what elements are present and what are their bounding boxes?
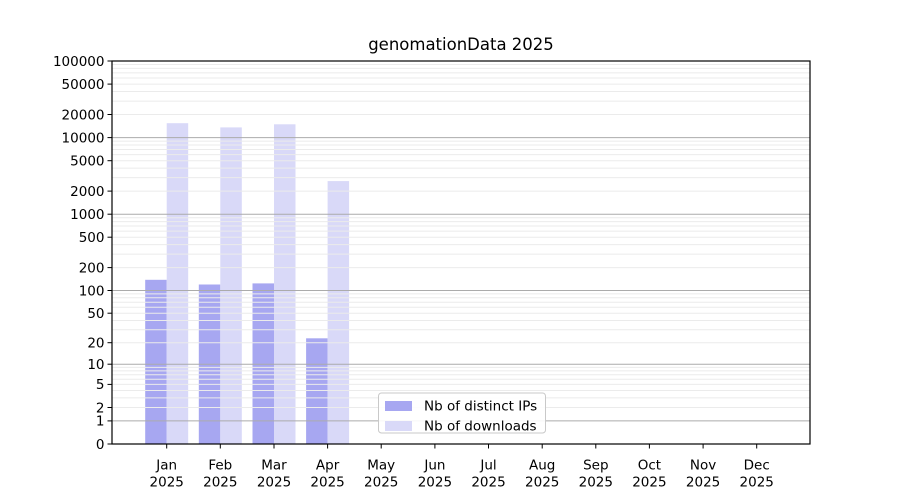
legend-box	[378, 392, 546, 434]
x-tick-label-year: 2025	[579, 475, 613, 491]
x-tick-label-month: Jul	[479, 458, 496, 474]
legend-label-downloads: Nb of downloads	[424, 419, 537, 435]
y-tick-label: 50	[87, 306, 104, 322]
legend-swatch-distinct-ips-icon	[385, 401, 412, 411]
x-tick-label-month: Mar	[261, 458, 287, 474]
y-tick-label: 1000	[70, 207, 104, 223]
x-tick-label-month: Feb	[208, 458, 232, 474]
x-tick-label-year: 2025	[310, 475, 344, 491]
axes-layer: 0 12 5 10 20 50 100 200 500 1000 2000 5000 10000 2000…	[53, 54, 774, 491]
x-tick-label-year: 2025	[203, 475, 237, 491]
legend-label-distinct-ips: Nb of distinct IPs	[424, 399, 537, 415]
x-tick-label-year: 2025	[418, 475, 452, 491]
bar-downloads-jan	[166, 123, 189, 444]
x-tick-label-year: 2025	[364, 475, 398, 491]
bar-distinct-ips-jan	[145, 279, 167, 444]
plot-frame	[111, 60, 811, 445]
y-tick-label: 2	[96, 400, 105, 416]
x-tick-label-year: 2025	[632, 475, 666, 491]
bar-downloads-mar	[274, 124, 296, 445]
y-tick-label: 100000	[53, 54, 105, 70]
y-tick-label: 0	[96, 437, 105, 453]
y-tick-label: 20	[87, 336, 104, 352]
x-tick-label-month: May	[367, 458, 395, 474]
x-tick-label-month: Dec	[744, 458, 770, 474]
x-tick-label-month: Oct	[638, 458, 661, 474]
y-tick-label: 5	[96, 377, 105, 393]
legend-swatch-downloads-icon	[385, 421, 412, 431]
y-tick-label: 500	[79, 230, 105, 246]
x-tick-label-month: Jan	[155, 458, 177, 474]
x-tick-label-year: 2025	[471, 475, 505, 491]
bar-downloads-feb	[220, 127, 242, 445]
y-tick-label: 20000	[62, 107, 105, 123]
x-tick-label-month: Jun	[423, 458, 445, 474]
y-tick-label: 10	[87, 357, 104, 373]
x-tick-label-month: Aug	[529, 458, 555, 474]
bar-distinct-ips-apr	[306, 338, 328, 444]
y-tick-label: 5000	[70, 154, 104, 170]
bars-layer	[145, 123, 350, 445]
legend: Nb of distinct IPs Nb of downloads	[378, 392, 546, 435]
x-tick-label-month: Apr	[316, 458, 340, 474]
x-tick-label-year: 2025	[740, 475, 774, 491]
bar-downloads-apr	[327, 181, 350, 444]
y-tick-label: 50000	[62, 77, 105, 93]
y-tick-label: 100	[79, 283, 105, 299]
chart-title: genomationData 2025	[368, 35, 554, 54]
x-tick-label-month: Sep	[583, 458, 608, 474]
y-tick-label: 200	[79, 260, 105, 276]
grid-layer	[112, 60, 810, 422]
x-tick-label-month: Nov	[690, 458, 716, 474]
y-tick-label: 2000	[70, 184, 104, 200]
x-tick-label-year: 2025	[525, 475, 559, 491]
x-tick-label-year: 2025	[686, 475, 720, 491]
y-tick-label: 1	[96, 414, 105, 430]
x-tick-label-year: 2025	[257, 475, 291, 491]
x-tick-label-year: 2025	[150, 475, 184, 491]
y-tick-label: 10000	[62, 130, 105, 146]
